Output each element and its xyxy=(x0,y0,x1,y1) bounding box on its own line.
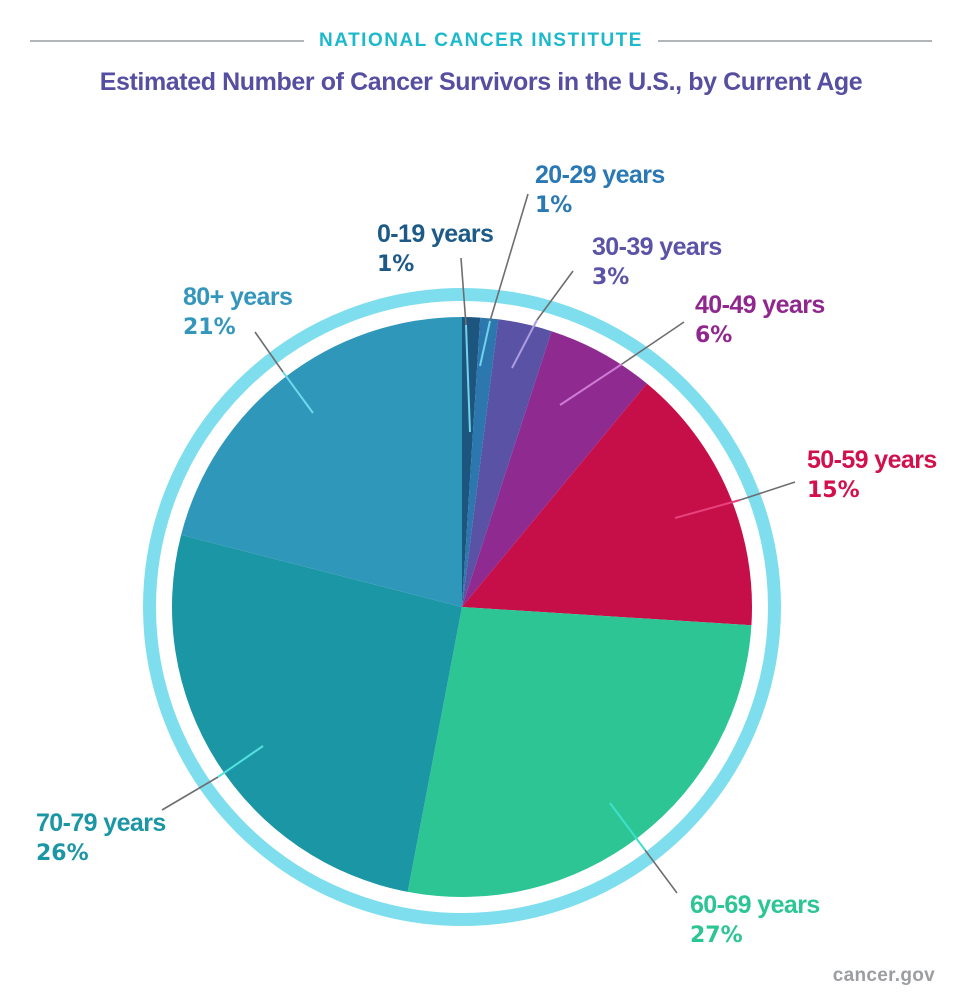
slice-label-percent: 1% xyxy=(535,193,573,218)
leader-line-inner-20-29-years xyxy=(479,320,491,367)
brand-title: NATIONAL CANCER INSTITUTE xyxy=(319,30,643,51)
pie-outer-ring xyxy=(143,288,781,926)
slice-label-40-49-years: 40-49 years 6% xyxy=(695,291,825,349)
slice-label-range: 40-49 years xyxy=(695,291,825,319)
pie-slice-0-19-years xyxy=(462,316,481,607)
leader-line-inner-60-69-years xyxy=(609,802,646,851)
slice-label-percent: 21% xyxy=(183,315,236,340)
slice-label-range: 50-59 years xyxy=(807,446,937,474)
slice-label-30-39-years: 30-39 years 3% xyxy=(592,233,722,291)
slice-label-range: 60-69 years xyxy=(690,891,820,919)
leader-line-inner-40-49-years xyxy=(559,363,623,406)
slice-label-percent: 27% xyxy=(690,923,743,948)
slice-label-70-79-years: 70-79 years 26% xyxy=(36,809,166,867)
slice-label-range: 80+ years xyxy=(183,283,293,311)
leader-line-outer-40-49-years xyxy=(621,321,685,365)
leader-line-inner-0-19-years xyxy=(465,324,471,433)
footer-site: cancer.gov xyxy=(832,965,935,986)
chart-title: Estimated Number of Cancer Survivors in … xyxy=(99,68,863,96)
slice-label-percent: 1% xyxy=(377,252,415,277)
leader-line-inner-30-39-years xyxy=(511,319,538,369)
slice-label-percent: 6% xyxy=(695,323,733,348)
pie-slice-80-years xyxy=(181,317,463,607)
slice-label-50-59-years: 50-59 years 15% xyxy=(807,446,937,504)
header-rule-right xyxy=(657,40,932,42)
pie-slice-40-49-years xyxy=(462,331,647,607)
leader-line-outer-20-29-years xyxy=(489,193,529,322)
pie-slice-60-69-years xyxy=(407,607,752,897)
pie-slice-70-79-years xyxy=(172,534,462,892)
leader-line-inner-50-59-years xyxy=(674,499,741,519)
leader-line-outer-0-19-years xyxy=(460,257,467,326)
slice-label-percent: 26% xyxy=(36,841,89,866)
leader-line-inner-80-years xyxy=(282,371,314,414)
slice-label-range: 20-29 years xyxy=(535,161,665,189)
pie-slice-30-39-years xyxy=(462,319,552,607)
slice-label-60-69-years: 60-69 years 27% xyxy=(690,891,820,949)
leader-line-outer-50-59-years xyxy=(739,481,796,501)
pie-slice-20-29-years xyxy=(462,317,499,607)
leader-line-outer-80-years xyxy=(254,331,284,373)
leader-line-inner-70-79-years xyxy=(217,745,264,778)
pie-slice-50-59-years xyxy=(462,383,753,626)
slice-label-range: 0-19 years xyxy=(377,220,494,248)
slice-label-range: 70-79 years xyxy=(36,809,166,837)
slice-label-percent: 3% xyxy=(592,265,630,290)
header-rule-left xyxy=(30,40,305,42)
leader-line-outer-60-69-years xyxy=(644,849,678,894)
slice-label-percent: 15% xyxy=(807,478,860,503)
header: NATIONAL CANCER INSTITUTE xyxy=(30,30,932,52)
slice-label-20-29-years: 20-29 years 1% xyxy=(535,161,665,219)
slice-label-0-19-years: 0-19 years 1% xyxy=(377,220,494,278)
leader-line-outer-30-39-years xyxy=(536,270,574,321)
leader-line-outer-70-79-years xyxy=(161,776,219,811)
slice-label-range: 30-39 years xyxy=(592,233,722,261)
slice-label-80-years: 80+ years 21% xyxy=(183,283,293,341)
